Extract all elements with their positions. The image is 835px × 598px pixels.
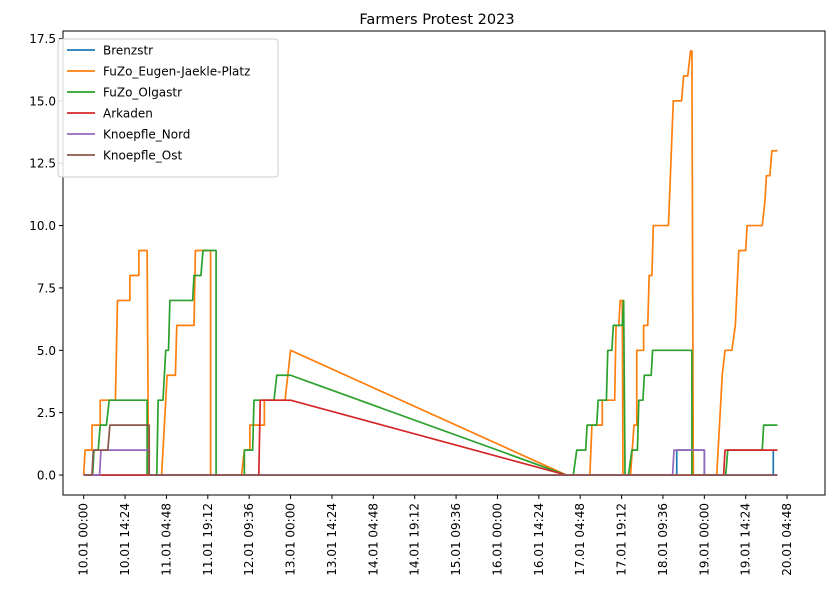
legend-label: Knoepfle_Ost: [103, 149, 182, 163]
y-tick-label: 12.5: [29, 157, 56, 171]
x-tick-label: 18.01 09:36: [656, 503, 670, 576]
x-tick-label: 11.01 04:48: [159, 503, 173, 576]
legend-box: [57, 38, 279, 178]
y-tick-label: 0.0: [37, 469, 56, 483]
x-tick-label: 19.01 00:00: [697, 503, 711, 576]
x-tick-label: 19.01 14:24: [739, 503, 753, 576]
series-line-knoepfle-ost: [83, 424, 778, 476]
legend-label: FuZo_Olgastr: [103, 86, 182, 100]
plot-area: [82, 50, 778, 476]
y-tick-label: 10.0: [29, 219, 56, 233]
x-tick-label: 16.01 00:00: [490, 503, 504, 576]
x-tick-label: 14.01 19:12: [408, 503, 422, 576]
x-tick-label: 12.01 09:36: [242, 503, 256, 576]
legend-label: Arkaden: [103, 107, 153, 121]
x-tick-label: 14.01 04:48: [366, 503, 380, 576]
x-tick-label: 16.01 14:24: [532, 503, 546, 576]
x-tick-label: 20.01 04:48: [780, 503, 794, 576]
axes-frame: [62, 30, 826, 496]
legend-label: Brenzstr: [103, 44, 153, 58]
legend: Brenzstr FuZo_Eugen-Jaekle-Platz FuZo_Olga…: [57, 38, 279, 178]
y-tick-label: 2.5: [37, 406, 56, 420]
x-tick-label: 13.01 14:24: [325, 503, 339, 576]
y-tick-label: 15.0: [29, 94, 56, 108]
legend-label: FuZo_Eugen-Jaekle-Platz: [103, 65, 250, 79]
x-tick-label: 17.01 19:12: [615, 503, 629, 576]
y-tick-label: 17.5: [29, 32, 56, 46]
y-tick-label: 5.0: [37, 344, 56, 358]
x-axis: 10.01 00:00 10.01 14:24 11.01 04:48 11.01 1…: [77, 495, 794, 576]
x-tick-label: 10.01 14:24: [118, 503, 132, 576]
x-tick-label: 13.01 00:00: [284, 503, 298, 576]
chart-title: Farmers Protest 2023: [359, 12, 514, 28]
legend-label: Knoepfle_Nord: [103, 128, 190, 142]
y-axis: 0.0 2.5 5.0 7.5 10.0 12.5 15.0 17.5: [29, 32, 63, 483]
x-tick-label: 10.01 00:00: [77, 503, 91, 576]
x-tick-label: 17.01 04:48: [573, 503, 587, 576]
series-line-arkaden: [83, 399, 778, 476]
y-tick-label: 7.5: [37, 281, 56, 295]
x-tick-label: 15.01 09:36: [449, 503, 463, 576]
x-tick-label: 11.01 19:12: [201, 503, 215, 576]
